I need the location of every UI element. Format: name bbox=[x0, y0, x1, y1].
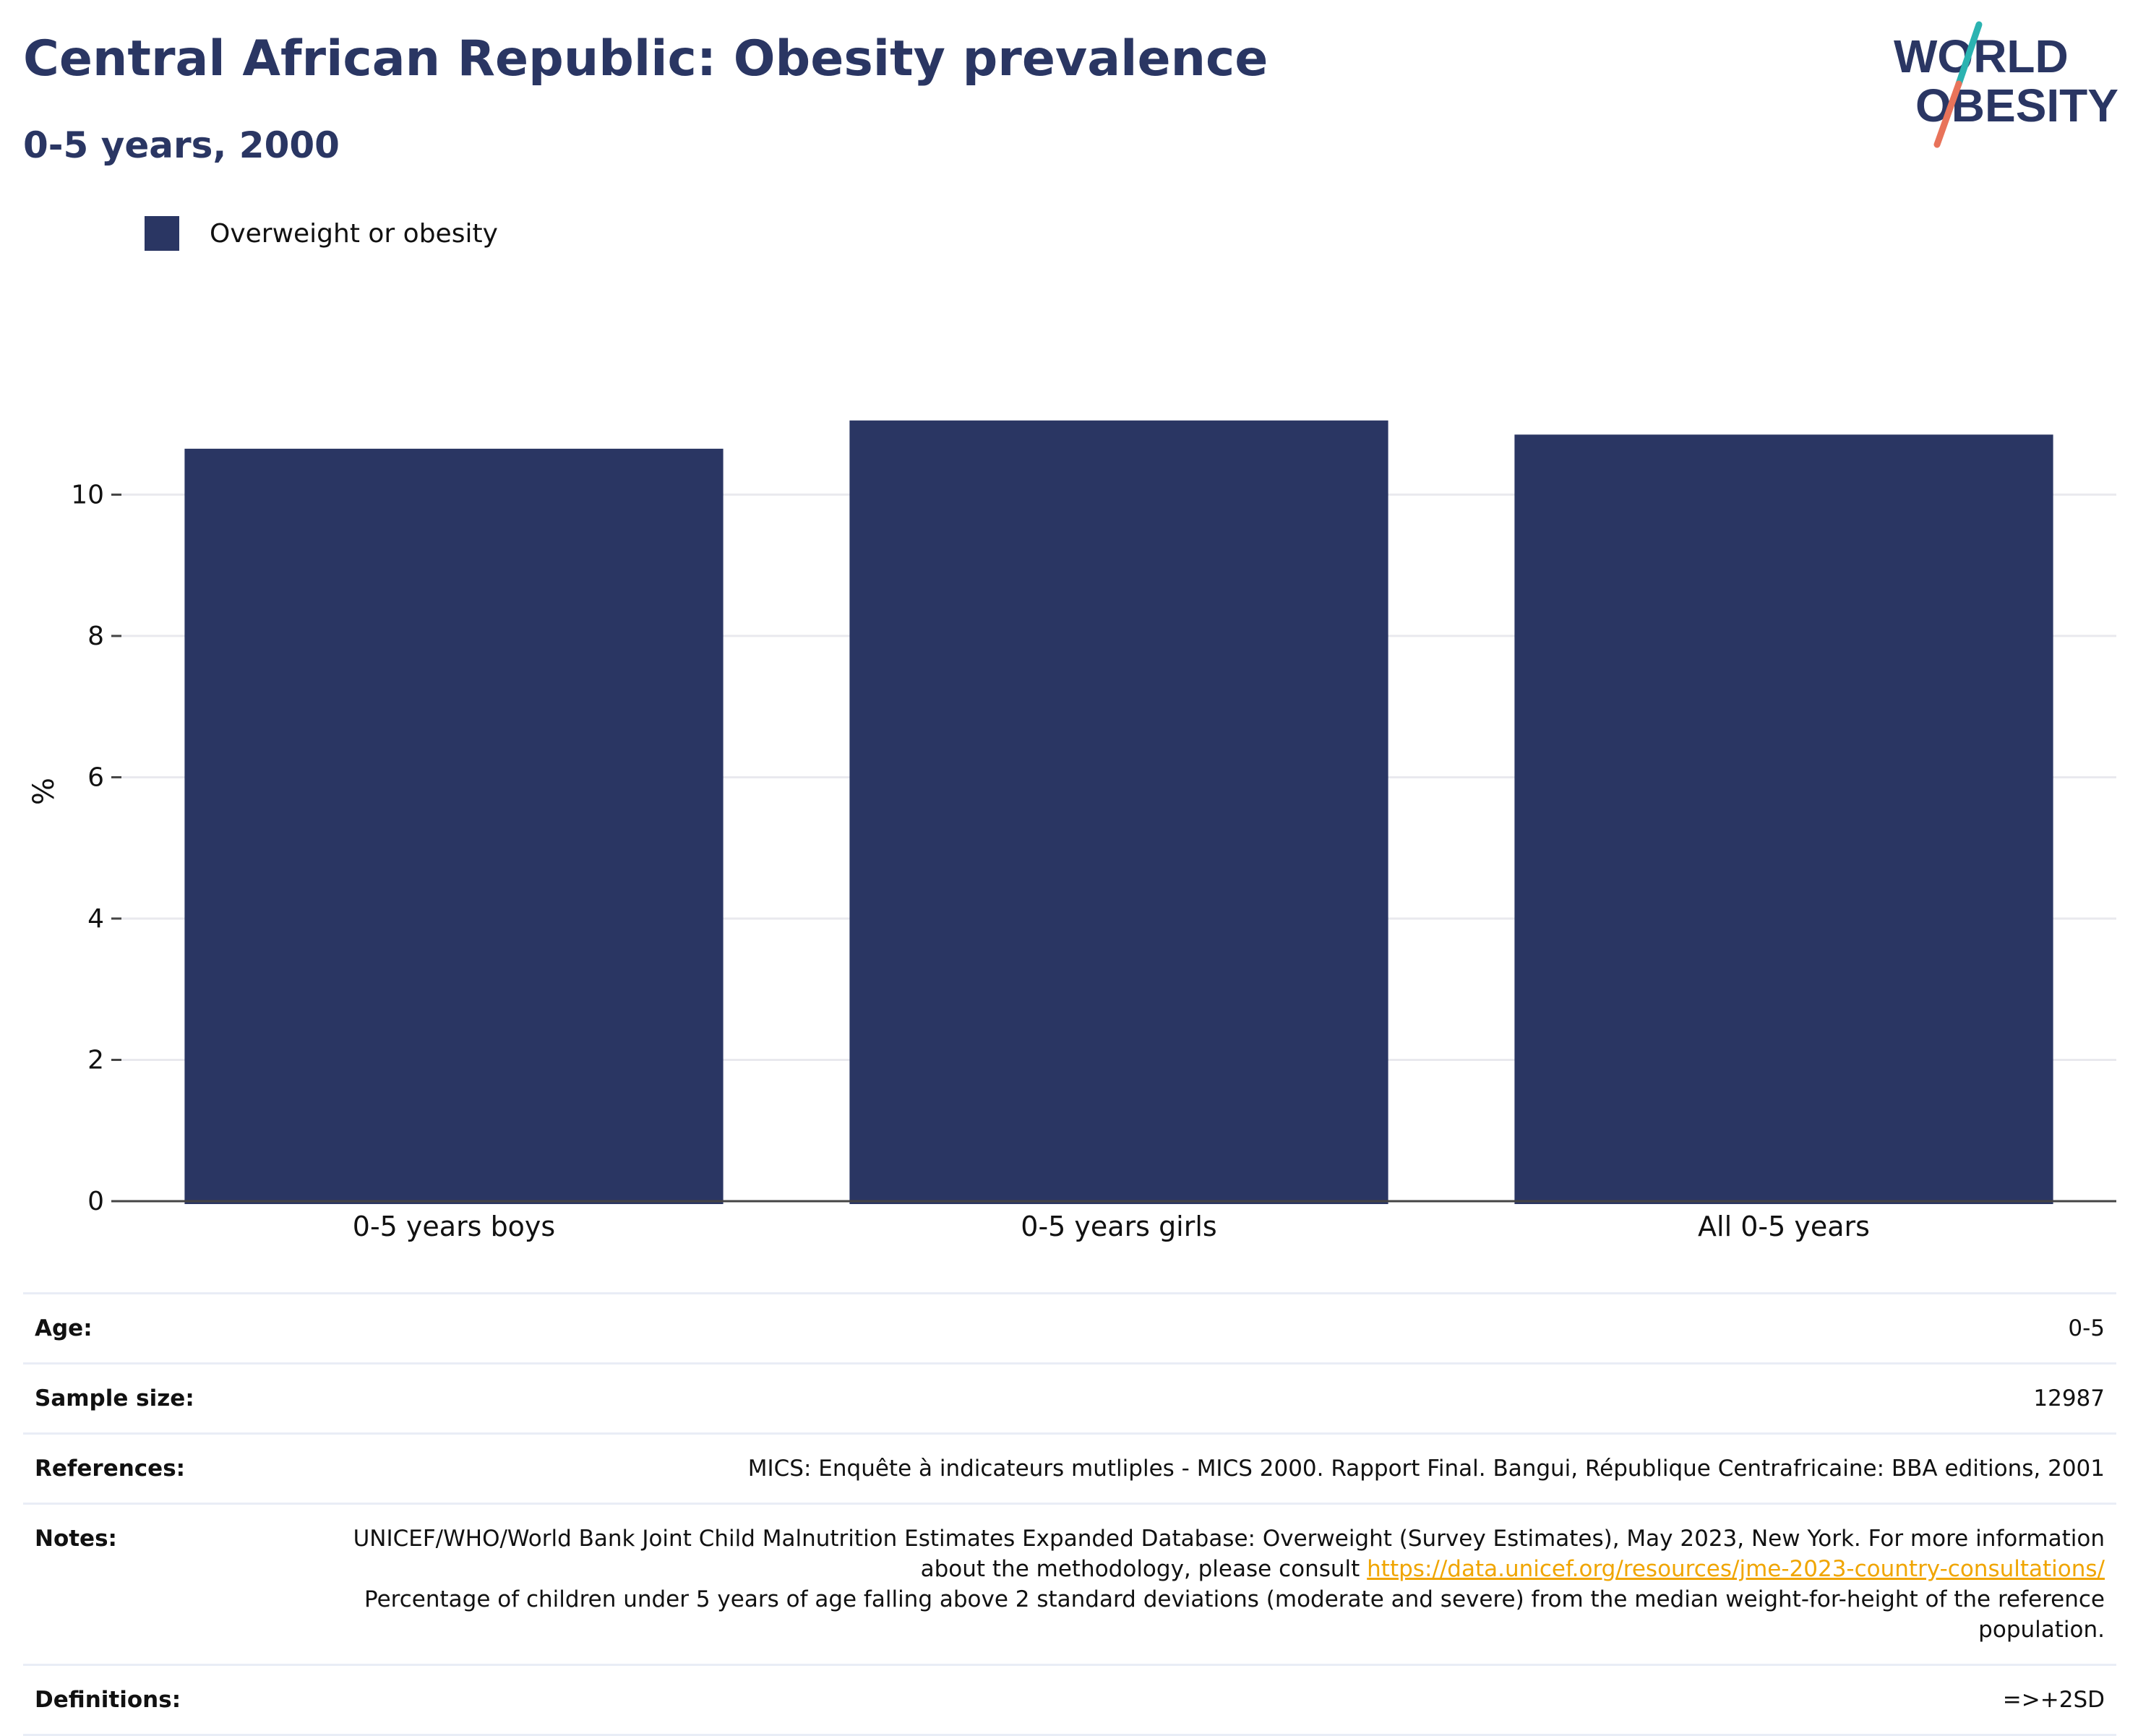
info-row-notes: Notes: UNICEF/WHO/World Bank Joint Child… bbox=[23, 1503, 2116, 1665]
references-label: References: bbox=[35, 1456, 186, 1482]
bar-2 bbox=[1514, 434, 2053, 1204]
y-tick-label-0: 0 bbox=[87, 1187, 104, 1216]
logo-word-world: WORLD bbox=[1894, 30, 2069, 82]
bar-1 bbox=[849, 420, 1388, 1204]
sample-size-label: Sample size: bbox=[35, 1385, 194, 1411]
notes-value: UNICEF/WHO/World Bank Joint Child Malnut… bbox=[321, 1504, 2116, 1665]
chart-subtitle: 0-5 years, 2000 bbox=[23, 124, 340, 166]
bar-chart: 0 2 4 6 8 10 0-5 years boys 0-5 years girls All … bbox=[27, 420, 2116, 1242]
logo-slash-coral bbox=[1933, 80, 1962, 148]
notes-link[interactable]: https://data.unicef.org/resources/jme-20… bbox=[1367, 1556, 2105, 1582]
y-tick-label-5: 10 bbox=[71, 480, 104, 510]
age-value: 0-5 bbox=[2068, 1315, 2105, 1341]
x-tick-label-2: All 0-5 years bbox=[1698, 1211, 1870, 1242]
sample-size-value: 12987 bbox=[2033, 1385, 2105, 1411]
y-tick-label-3: 6 bbox=[87, 762, 104, 792]
notes-label: Notes: bbox=[35, 1526, 117, 1552]
x-tick-label-1: 0-5 years girls bbox=[1021, 1211, 1216, 1242]
definitions-value: =>+2SD bbox=[2002, 1687, 2105, 1713]
y-axis-title: % bbox=[27, 778, 61, 805]
info-row-references: References: MICS: Enquête à indicateurs … bbox=[23, 1433, 2116, 1504]
info-table: Age: 0-5 Sample size: 12987 References: … bbox=[23, 1292, 2116, 1736]
legend-label-overweight: Overweight or obesity bbox=[210, 218, 498, 249]
info-row-sample-size: Sample size: 12987 bbox=[23, 1363, 2116, 1434]
references-value: MICS: Enquête à indicateurs mutliples - … bbox=[747, 1456, 2105, 1482]
notes-text-1: UNICEF/WHO/World Bank Joint Child Malnut… bbox=[353, 1526, 2105, 1582]
notes-text-2: Percentage of children under 5 years of … bbox=[364, 1586, 2105, 1643]
age-label: Age: bbox=[35, 1315, 93, 1341]
legend-swatch-overweight bbox=[145, 216, 179, 251]
info-row-definitions: Definitions: =>+2SD bbox=[23, 1664, 2116, 1735]
bar-0 bbox=[184, 448, 724, 1205]
y-tick-label-2: 4 bbox=[87, 904, 104, 934]
y-tick-label-1: 2 bbox=[87, 1045, 104, 1075]
chart-legend[interactable]: Overweight or obesity bbox=[145, 215, 498, 252]
info-row-age: Age: 0-5 bbox=[23, 1293, 2116, 1364]
chart-title: Central African Republic: Obesity preval… bbox=[23, 30, 1268, 87]
definitions-label: Definitions: bbox=[35, 1687, 181, 1713]
world-obesity-logo: WORLD OBESITY bbox=[1894, 21, 2118, 148]
y-tick-label-4: 8 bbox=[87, 622, 104, 651]
logo-slash-teal bbox=[1955, 21, 1983, 87]
x-tick-label-0: 0-5 years boys bbox=[353, 1211, 555, 1242]
